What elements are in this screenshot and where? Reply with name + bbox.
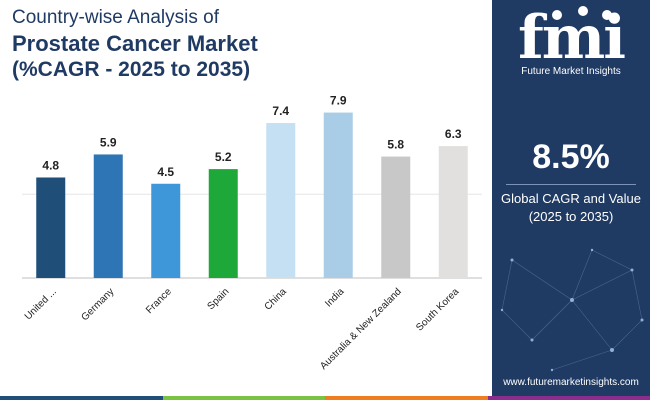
bar [208, 169, 238, 278]
global-cagr-value: 8.5% [532, 138, 610, 176]
title-line-2: Prostate Cancer Market [12, 31, 258, 56]
logo-wordmark: fmi [517, 3, 626, 73]
bar-chart: 4.8 United ... 5.9 Germany 4.5 France 5.2 Spain… [22, 94, 482, 372]
bar [438, 146, 468, 278]
bar [36, 177, 66, 278]
bar [323, 112, 353, 279]
x-tick-label: Germany [80, 286, 117, 323]
network-decoration [500, 248, 644, 372]
data-label: 7.4 [272, 104, 289, 118]
x-tick-label: India [323, 286, 346, 309]
bottom-bar-segment [325, 396, 488, 400]
fmi-logo: fmi Future Market Insights [492, 8, 650, 77]
data-label: 5.8 [387, 138, 404, 152]
x-tick-label: France [144, 286, 174, 316]
cagr-label-line-2: (2025 to 2035) [528, 209, 614, 224]
x-tick-label: South Korea [414, 286, 461, 333]
title-line-1: Country-wise Analysis of [12, 7, 219, 28]
data-label: 4.8 [42, 158, 59, 172]
bottom-bar-segment [0, 396, 163, 400]
chart-title-block: Country-wise Analysis of Prostate Cancer… [12, 6, 258, 83]
bar [381, 156, 411, 278]
bar [266, 123, 296, 278]
bottom-bar-segment [487, 396, 650, 400]
logo-subtitle: Future Market Insights [521, 66, 621, 77]
data-label: 5.2 [215, 150, 232, 164]
website-url: www.futuremarketinsights.com [503, 377, 639, 388]
logo-dot-icon [552, 10, 562, 20]
data-label: 7.9 [330, 94, 347, 108]
summary-panel: fmi Future Market Insights 8.5% Global C… [492, 0, 650, 400]
x-tick-label: China [263, 286, 290, 313]
bar [93, 154, 123, 278]
bottom-bar-segment [162, 396, 325, 400]
logo-dot-icon [602, 10, 612, 20]
title-line-3: (%CAGR - 2025 to 2035) [12, 58, 251, 81]
logo-dot-icon [578, 6, 588, 16]
data-label: 6.3 [445, 127, 462, 141]
bar [151, 183, 181, 278]
data-label: 4.5 [157, 165, 174, 179]
bottom-color-bar [0, 396, 650, 400]
x-tick-label: Spain [206, 286, 232, 312]
cagr-label-line-1: Global CAGR and Value [501, 191, 641, 206]
data-label: 5.9 [100, 135, 117, 149]
global-cagr-label: Global CAGR and Value (2025 to 2035) [492, 190, 650, 226]
x-tick-label: United ... [23, 286, 59, 322]
cagr-divider [506, 184, 636, 185]
